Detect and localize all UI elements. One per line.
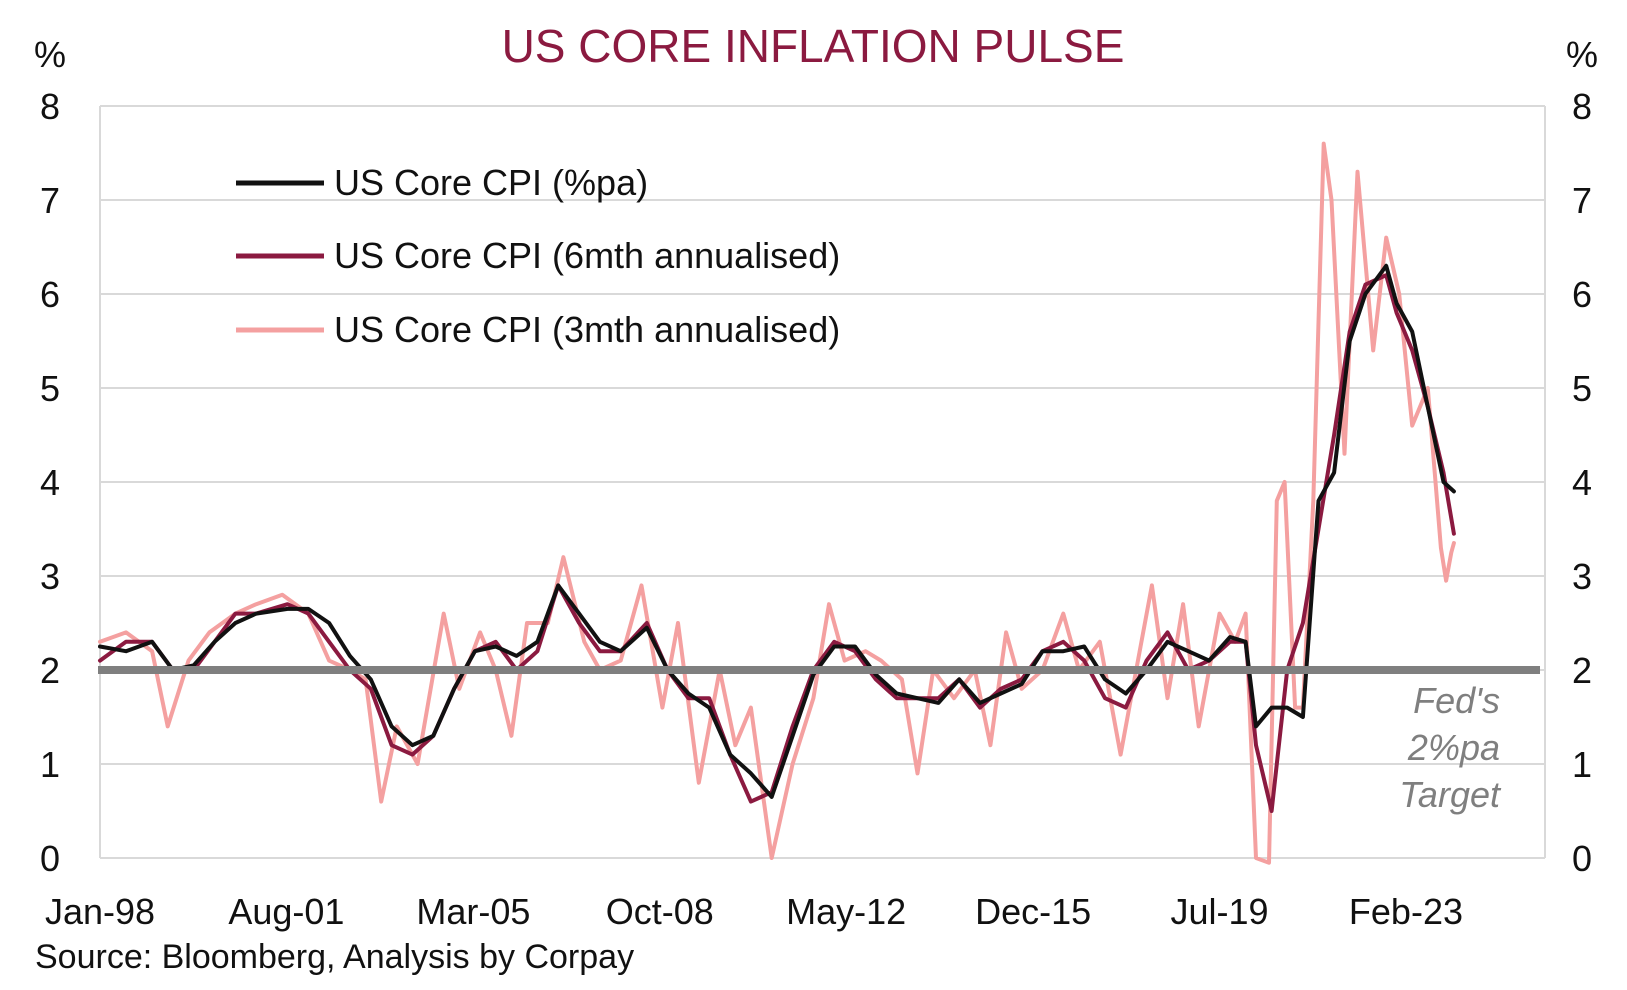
x-tick-dec-15: Dec-15 [975, 891, 1091, 932]
reference-line-layer: Fed's 2%pa Target [98, 666, 1540, 815]
x-ticks: Jan-98 Aug-01 Mar-05 Oct-08 May-12 Dec-15 Jul-… [45, 891, 1463, 932]
legend-item-core-cpi-3mth: US Core CPI (3mth annualised) [236, 309, 840, 350]
y-tick-right-6: 6 [1572, 274, 1592, 315]
x-tick-aug-01: Aug-01 [228, 891, 344, 932]
x-tick-mar-05: Mar-05 [416, 891, 530, 932]
x-tick-jul-19: Jul-19 [1171, 891, 1269, 932]
fed-target-label-line-3: Target [1399, 774, 1502, 815]
legend-item-core-cpi-pa-label: US Core CPI (%pa) [334, 162, 648, 203]
fed-target-label-line-1: Fed's [1413, 680, 1500, 721]
y-ticks-left: 0 1 2 3 4 5 6 7 8 [40, 86, 60, 879]
legend-item-core-cpi-pa: US Core CPI (%pa) [236, 162, 648, 203]
x-tick-may-12: May-12 [786, 891, 906, 932]
y-tick-right-5: 5 [1572, 368, 1592, 409]
y-tick-right-1: 1 [1572, 744, 1592, 785]
legend-item-core-cpi-6mth: US Core CPI (6mth annualised) [236, 235, 840, 276]
y-tick-right-0: 0 [1572, 838, 1592, 879]
y-ticks-right: 0 1 2 3 4 5 6 7 8 [1572, 86, 1592, 879]
y-tick-right-7: 7 [1572, 180, 1592, 221]
y-tick-left-8: 8 [40, 86, 60, 127]
y-axis-unit-right: % [1566, 34, 1598, 75]
y-tick-right-4: 4 [1572, 462, 1592, 503]
y-tick-left-4: 4 [40, 462, 60, 503]
chart-title: US CORE INFLATION PULSE [502, 20, 1125, 72]
x-tick-feb-23: Feb-23 [1349, 891, 1463, 932]
y-axis-unit-left: % [34, 34, 66, 75]
series-core-cpi-pa-line [98, 263, 1456, 799]
legend-item-core-cpi-3mth-label: US Core CPI (3mth annualised) [334, 309, 840, 350]
y-tick-left-2: 2 [40, 650, 60, 691]
legend: US Core CPI (%pa) US Core CPI (6mth annua… [236, 162, 840, 350]
legend-item-core-cpi-6mth-label: US Core CPI (6mth annualised) [334, 235, 840, 276]
y-tick-left-0: 0 [40, 838, 60, 879]
y-tick-right-3: 3 [1572, 556, 1592, 597]
y-tick-left-5: 5 [40, 368, 60, 409]
y-tick-right-8: 8 [1572, 86, 1592, 127]
source-note: Source: Bloomberg, Analysis by Corpay [35, 938, 634, 976]
fed-target-label-line-2: 2%pa [1407, 727, 1500, 768]
y-tick-left-3: 3 [40, 556, 60, 597]
y-tick-right-2: 2 [1572, 650, 1592, 691]
y-tick-left-6: 6 [40, 274, 60, 315]
series-core-cpi-6mth-line [98, 273, 1456, 813]
x-tick-oct-08: Oct-08 [606, 891, 714, 932]
y-tick-left-7: 7 [40, 180, 60, 221]
y-tick-left-1: 1 [40, 744, 60, 785]
x-tick-jan-98: Jan-98 [45, 891, 155, 932]
